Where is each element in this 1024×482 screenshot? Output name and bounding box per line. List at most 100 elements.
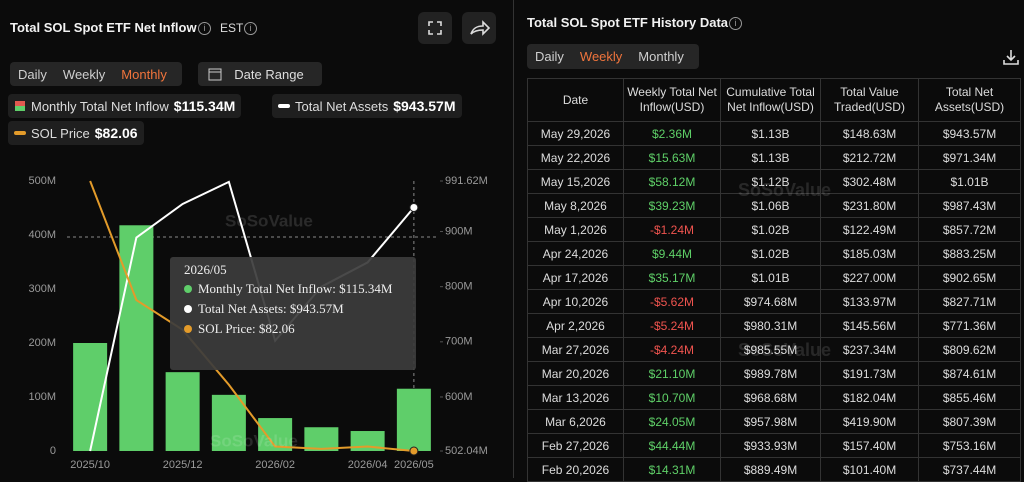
table-cell: May 22,2026: [527, 145, 624, 170]
tooltip-text: Total Net Assets: $943.57M: [198, 301, 344, 316]
table-cell: $145.56M: [820, 313, 919, 338]
info-icon[interactable]: i: [729, 17, 742, 30]
period-tabs: Daily Weekly Monthly: [527, 44, 699, 69]
y-tick-label: 0: [50, 445, 56, 457]
y2-tick-label: 600M: [445, 391, 473, 403]
table-row: May 22,2026 $15.63M $1.13B $212.72M $971.34M: [527, 145, 1021, 170]
tooltip-row: Monthly Total Net Inflow: $115.34M: [184, 281, 392, 297]
legend-item[interactable]: Monthly Total Net Inflow $115.34M: [8, 94, 242, 118]
legend-label: SOL Price: [31, 125, 90, 141]
y-tick-label: 200M: [28, 337, 56, 349]
table-cell: $1.02B: [720, 217, 821, 242]
y2-tick-label: 900M: [445, 225, 473, 237]
table-cell: $989.78M: [720, 361, 821, 386]
download-button[interactable]: [1002, 48, 1020, 66]
period-tabs: Daily Weekly Monthly: [10, 62, 182, 86]
tooltip-dot: [184, 325, 192, 333]
table-cell: $771.36M: [918, 313, 1021, 338]
table-cell: $148.63M: [820, 121, 919, 146]
chart-title: Total SOL Spot ETF Net Inflow: [10, 20, 197, 35]
timezone[interactable]: EST: [220, 21, 244, 35]
table-cell: $10.70M: [623, 385, 721, 410]
table-cell: $185.03M: [820, 241, 919, 266]
table-cell: $874.61M: [918, 361, 1021, 386]
y2-tick-label: 991.62M: [445, 175, 488, 187]
tab[interactable]: Monthly: [121, 66, 167, 82]
table-cell: May 29,2026: [527, 121, 624, 146]
legend-item[interactable]: Total Net Assets $943.57M: [272, 94, 462, 118]
table-row: Apr 24,2026 $9.44M $1.02B $185.03M $883.25M: [527, 241, 1021, 266]
legend-icon: [278, 104, 290, 108]
tab[interactable]: Daily: [535, 49, 564, 64]
table-row: May 15,2026 $58.12M $1.12B $302.48M $1.01B: [527, 169, 1021, 194]
table-row: Apr 17,2026 $35.17M $1.01B $227.00M $902.65M: [527, 265, 1021, 290]
table-cell: $974.68M: [720, 289, 821, 314]
table-row: Apr 10,2026 -$5.62M $974.68M $133.97M $827.7…: [527, 289, 1021, 314]
table-cell: Mar 13,2026: [527, 385, 624, 410]
line: [89, 180, 414, 452]
bar: [119, 225, 154, 451]
y-tick-label: 500M: [28, 175, 56, 187]
table-cell: Apr 2,2026: [527, 313, 624, 338]
legend-item[interactable]: SOL Price $82.06: [8, 121, 144, 145]
legend-value: $115.34M: [173, 98, 236, 114]
table-cell: -$1.24M: [623, 217, 721, 242]
table-cell: Apr 10,2026: [527, 289, 624, 314]
table-cell: $2.36M: [623, 121, 721, 146]
table-cell: Apr 24,2026: [527, 241, 624, 266]
tooltip-row: Total Net Assets: $943.57M: [184, 301, 344, 317]
tooltip-dot: [184, 305, 192, 313]
column-header: Date: [527, 78, 624, 122]
table-cell: $1.13B: [720, 121, 821, 146]
table-row: May 1,2026 -$1.24M $1.02B $122.49M $857.72M: [527, 217, 1021, 242]
table-cell: $133.97M: [820, 289, 919, 314]
table-cell: $957.98M: [720, 409, 821, 434]
tab[interactable]: Weekly: [579, 49, 623, 64]
table-cell: $39.23M: [623, 193, 721, 218]
table-cell: $24.05M: [623, 409, 721, 434]
table-cell: $968.68M: [720, 385, 821, 410]
x-tick-label: 2026/05: [394, 459, 434, 471]
watermark: SoSoValue: [225, 211, 313, 230]
expand-button[interactable]: [418, 12, 452, 44]
table-cell: May 1,2026: [527, 217, 624, 242]
column-header: Total Net Assets(USD): [918, 78, 1021, 122]
tab[interactable]: Daily: [18, 66, 47, 82]
table-row: Mar 6,2026 $24.05M $957.98M $419.90M $807.39…: [527, 409, 1021, 434]
info-icon[interactable]: i: [244, 22, 257, 35]
column-header: Weekly Total Net Inflow(USD): [623, 78, 721, 122]
tab[interactable]: Weekly: [62, 66, 106, 82]
table-row: May 8,2026 $39.23M $1.06B $231.80M $987.43M: [527, 193, 1021, 218]
table-cell: $302.48M: [820, 169, 919, 194]
watermark: SoSoValue: [738, 180, 832, 200]
watermark: SoSoValue: [738, 340, 832, 360]
table-cell: $35.17M: [623, 265, 721, 290]
table-cell: $122.49M: [820, 217, 919, 242]
table-cell: $807.39M: [918, 409, 1021, 434]
tab[interactable]: Monthly: [638, 49, 684, 64]
bar: [211, 394, 246, 451]
tooltip-text: Monthly Total Net Inflow: $115.34M: [198, 281, 393, 296]
y-tick-label: 400M: [28, 229, 56, 241]
table-cell: $987.43M: [918, 193, 1021, 218]
table-cell: Mar 27,2026: [527, 337, 624, 362]
date-range-button[interactable]: Date Range: [198, 62, 322, 86]
table-cell: $9.44M: [623, 241, 721, 266]
history-table: Date Weekly Total Net Inflow(USD) Cumulati…: [527, 78, 1021, 482]
divider: [513, 0, 514, 478]
table-row: Apr 2,2026 -$5.24M $980.31M $145.56M $771.36…: [527, 313, 1021, 338]
table-cell: Mar 20,2026: [527, 361, 624, 386]
table-row: Feb 27,2026 $44.44M $933.93M $157.40M $753.1…: [527, 433, 1021, 458]
bar: [165, 372, 200, 451]
info-icon[interactable]: i: [198, 22, 211, 35]
table-row: Mar 13,2026 $10.70M $968.68M $182.04M $855.4…: [527, 385, 1021, 410]
table-cell: $943.57M: [918, 121, 1021, 146]
table-cell: $15.63M: [623, 145, 721, 170]
tooltip-title: 2026/05: [184, 262, 227, 277]
table-cell: $419.90M: [820, 409, 919, 434]
table-cell: $1.13B: [720, 145, 821, 170]
legend-label: Total Net Assets: [295, 98, 389, 114]
bar: [304, 427, 339, 451]
share-button[interactable]: [462, 12, 496, 44]
